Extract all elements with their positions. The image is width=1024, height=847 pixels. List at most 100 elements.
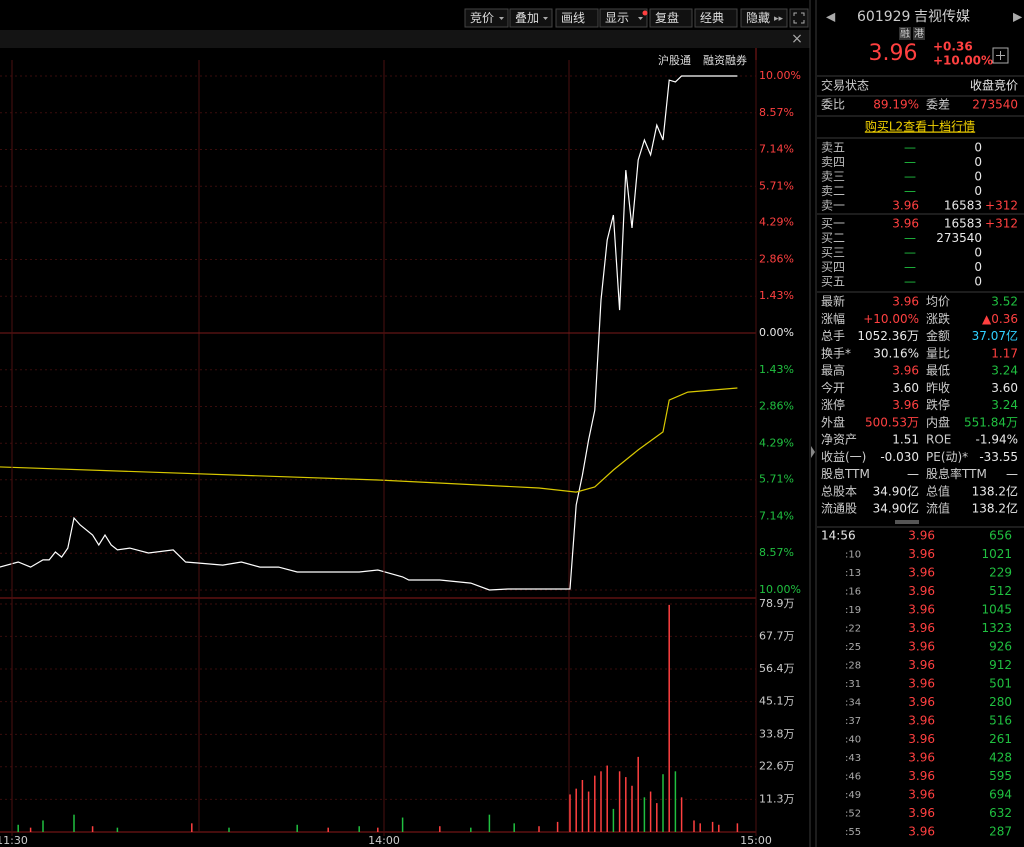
add-icon — [996, 51, 1005, 60]
panel-text: 3.96 — [908, 825, 935, 839]
panel-text: 买一 — [821, 217, 845, 231]
panel-text: — — [904, 231, 916, 245]
panel-text: 3.96 — [908, 621, 935, 635]
x-tick-label: 11:30 — [0, 834, 28, 847]
panel-text: 287 — [989, 825, 1012, 839]
toolbar-button[interactable] — [740, 8, 788, 28]
panel-text: 3.96 — [908, 584, 935, 598]
panel-text: 卖五 — [821, 141, 845, 155]
fullscreen-button[interactable] — [789, 8, 809, 28]
x-tick-label: 14:00 — [368, 834, 400, 847]
panel-text: 656 — [989, 529, 1012, 543]
panel-text: — — [904, 260, 916, 274]
panel-text: 换手* — [821, 346, 851, 360]
tag-box — [913, 27, 925, 40]
panel-text: 694 — [989, 788, 1012, 802]
panel-text: 买五 — [821, 275, 845, 289]
panel-text: 30.16% — [873, 346, 919, 360]
panel-text: 229 — [989, 566, 1012, 580]
panel-text: 卖四 — [821, 155, 845, 169]
y-tick-label: 8.57% — [759, 106, 794, 119]
panel-text: — — [904, 170, 916, 184]
panel-text: 买二 — [821, 231, 845, 245]
panel-text: 37.07亿 — [972, 328, 1018, 343]
panel-text: 均价 — [926, 295, 950, 309]
stock-code: 601929 — [857, 9, 910, 25]
stock-name: 吉视传媒 — [914, 9, 970, 25]
toolbar-button[interactable] — [555, 8, 599, 28]
dropdown-icon — [543, 17, 548, 20]
panel-text: :37 — [845, 716, 861, 727]
toolbar-label: 画线 — [561, 11, 585, 25]
toolbar: 竞价 叠加 画线 显示 复盘 经典 隐藏 ▸▸ — [464, 8, 788, 28]
l2-link[interactable]: 购买L2查看十档行情 — [865, 119, 975, 134]
panel-text: :25 — [845, 642, 861, 653]
add-button[interactable] — [992, 47, 1009, 64]
scroll-handle[interactable] — [895, 520, 919, 524]
panel-text: PE(动)* — [926, 450, 968, 464]
panel-text: — — [904, 141, 916, 155]
prev-arrow[interactable]: ◀ — [826, 10, 836, 24]
panel-text: 551.84万 — [964, 415, 1018, 429]
panel-text: 0 — [974, 275, 982, 289]
y-tick-label: 7.14% — [759, 509, 794, 522]
panel-text: -0.030 — [880, 450, 919, 464]
panel-text: :52 — [845, 809, 861, 820]
panel-text: 3.24 — [991, 364, 1018, 378]
panel-text: :40 — [845, 735, 861, 746]
panel-text: 1323 — [981, 621, 1012, 635]
price-line — [0, 387, 738, 493]
panel-text: 买四 — [821, 260, 845, 274]
panel-text: 16583 — [944, 217, 982, 231]
panel-text: 0 — [974, 170, 982, 184]
panel-text: 3.96 — [892, 295, 919, 309]
panel-text: 0 — [974, 246, 982, 260]
y-tick-label: 56.4万 — [759, 662, 795, 675]
toolbar-button[interactable] — [509, 8, 553, 28]
change: +0.36 — [933, 40, 973, 54]
panel-text: 0 — [974, 260, 982, 274]
panel-text: 273540 — [972, 98, 1018, 112]
y-tick-label: 1.43% — [759, 363, 794, 376]
panel-text: 501 — [989, 677, 1012, 691]
y-tick-label: 8.57% — [759, 546, 794, 559]
panel-text: 净资产 — [821, 433, 857, 447]
panel-text: — — [1006, 467, 1018, 481]
toolbar-label: 复盘 — [655, 10, 679, 25]
panel-text: 最新 — [821, 294, 845, 309]
panel-text: 跌停 — [926, 397, 950, 412]
collapse-arrow[interactable] — [811, 446, 815, 458]
expand-icon: ▸▸ — [774, 14, 784, 24]
toolbar-button[interactable] — [649, 8, 693, 28]
panel-text: 273540 — [936, 231, 982, 245]
panel-text: — — [904, 275, 916, 289]
panel-text: 交易状态 — [821, 78, 869, 93]
panel-text: 3.96 — [908, 566, 935, 580]
panel-text: 3.96 — [908, 603, 935, 617]
panel-text: 3.96 — [892, 217, 919, 231]
y-tick-label: 67.7万 — [759, 629, 795, 642]
toolbar-button[interactable] — [599, 8, 648, 28]
panel-text: 内盘 — [926, 414, 950, 429]
panel-text: 3.60 — [991, 381, 1018, 395]
panel-text: 926 — [989, 640, 1012, 654]
chart-header-bar — [0, 30, 810, 48]
panel-text: 1045 — [981, 603, 1012, 617]
panel-text: 3.96 — [908, 732, 935, 746]
panel-text: 股息TTM — [821, 466, 870, 481]
panel-text: :46 — [845, 772, 861, 783]
panel-text: 收盘竞价 — [970, 78, 1018, 93]
close-button[interactable]: × — [791, 31, 803, 47]
panel-text: — — [904, 155, 916, 169]
toolbar-button[interactable] — [694, 8, 738, 28]
next-arrow[interactable]: ▶ — [1013, 10, 1023, 24]
toolbar-button[interactable] — [464, 8, 509, 28]
panel-text: 1052.36万 — [857, 329, 919, 343]
y-tick-label: 11.3万 — [759, 792, 795, 805]
panel-text: 0 — [974, 155, 982, 169]
panel-text: 3.96 — [892, 398, 919, 412]
panel-text: 428 — [989, 751, 1012, 765]
panel-text: 总手 — [821, 329, 845, 343]
